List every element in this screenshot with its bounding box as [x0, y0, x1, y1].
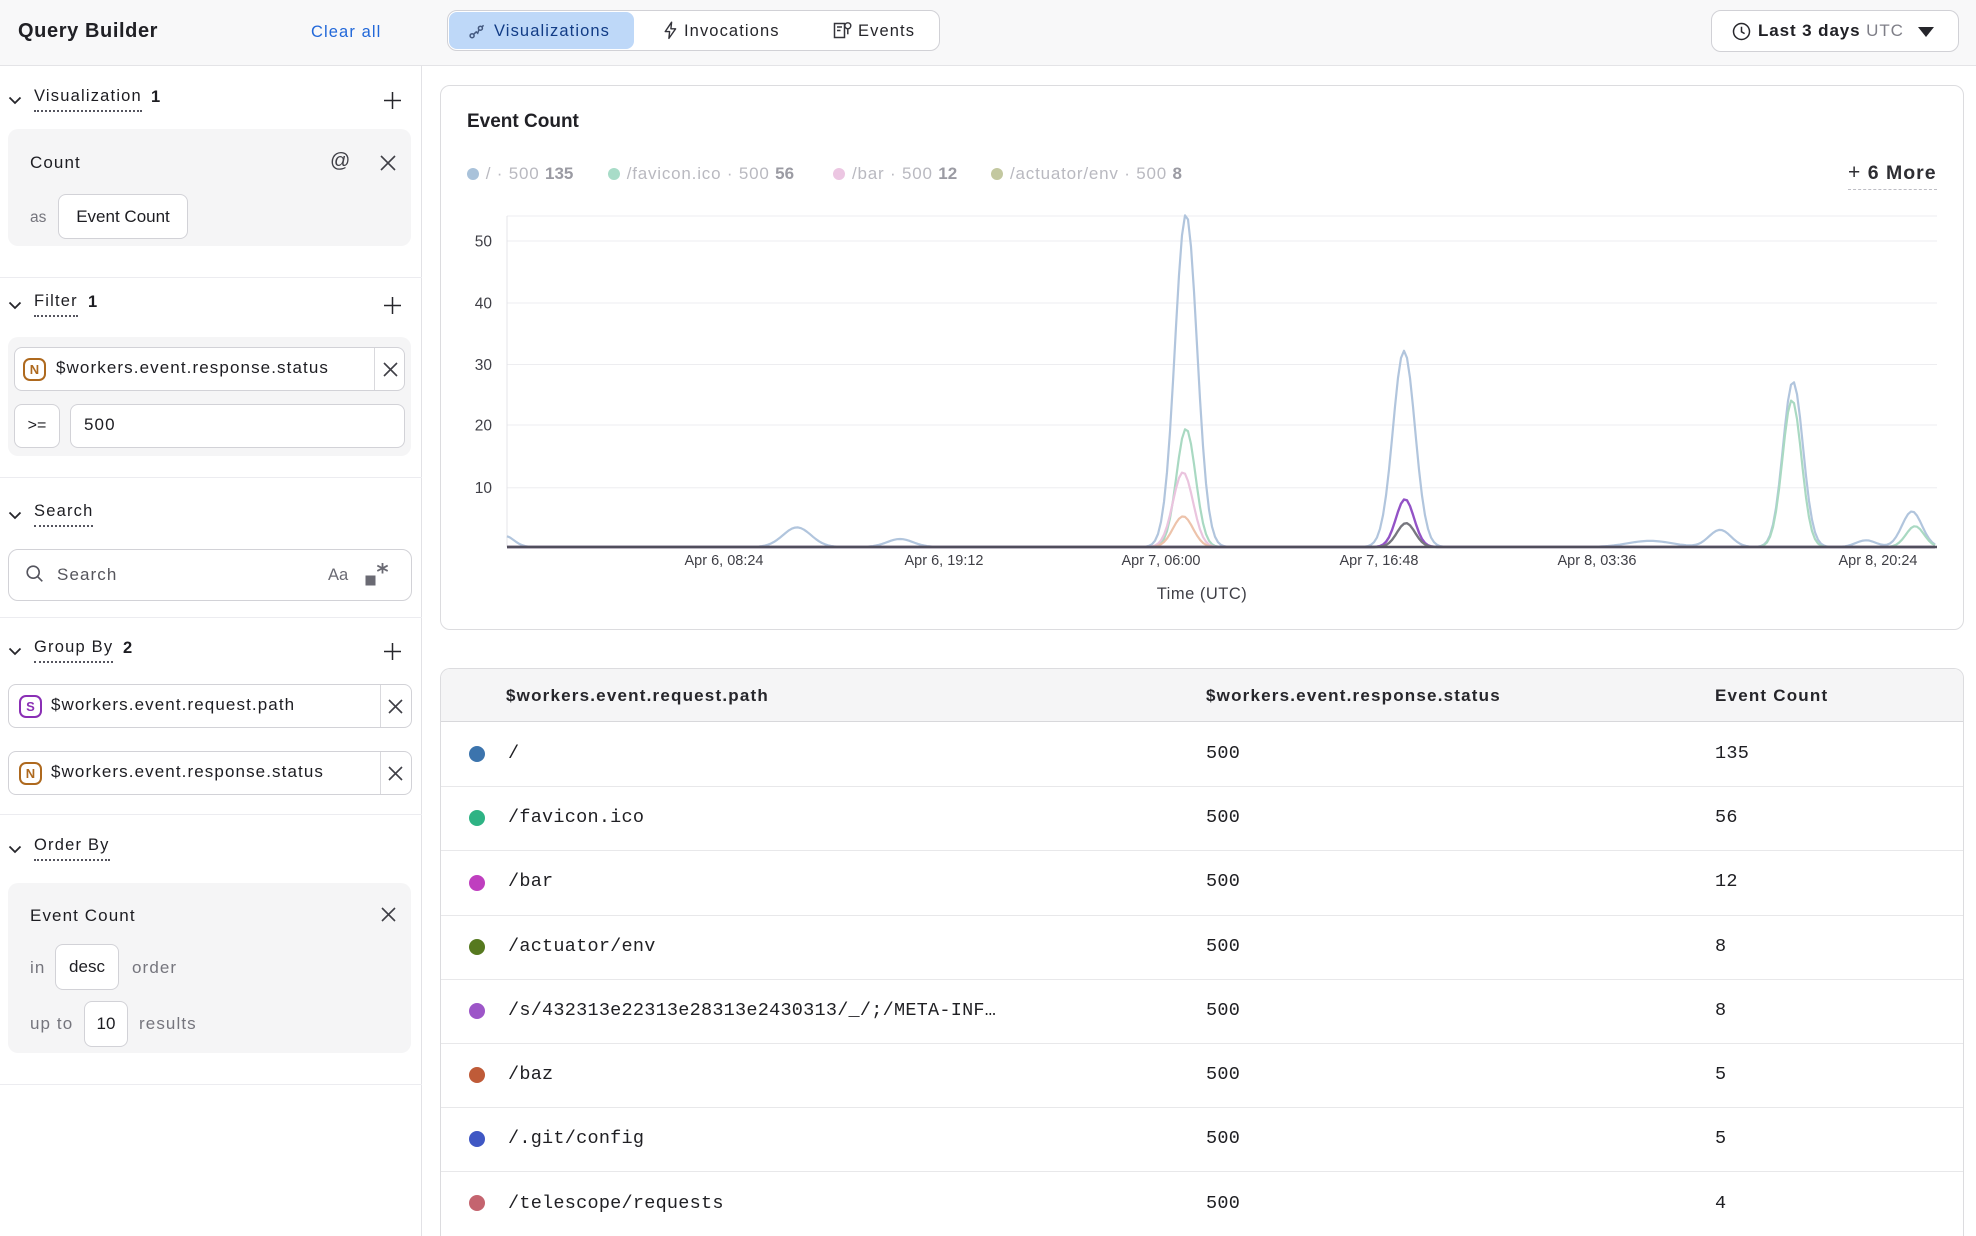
svg-text:30: 30	[475, 357, 493, 374]
svg-text:Apr 8, 20:24: Apr 8, 20:24	[1839, 553, 1918, 569]
svg-text:Apr 7, 16:48: Apr 7, 16:48	[1340, 553, 1419, 569]
svg-text:50: 50	[475, 234, 493, 251]
svg-text:Time (UTC): Time (UTC)	[1157, 585, 1248, 603]
svg-text:Apr 8, 03:36: Apr 8, 03:36	[1558, 553, 1637, 569]
svg-text:10: 10	[475, 480, 493, 497]
svg-text:40: 40	[475, 296, 493, 313]
svg-text:Apr 6, 19:12: Apr 6, 19:12	[905, 553, 984, 569]
svg-text:20: 20	[475, 418, 493, 435]
svg-text:Apr 6, 08:24: Apr 6, 08:24	[685, 553, 764, 569]
svg-text:Apr 7, 06:00: Apr 7, 06:00	[1122, 553, 1201, 569]
